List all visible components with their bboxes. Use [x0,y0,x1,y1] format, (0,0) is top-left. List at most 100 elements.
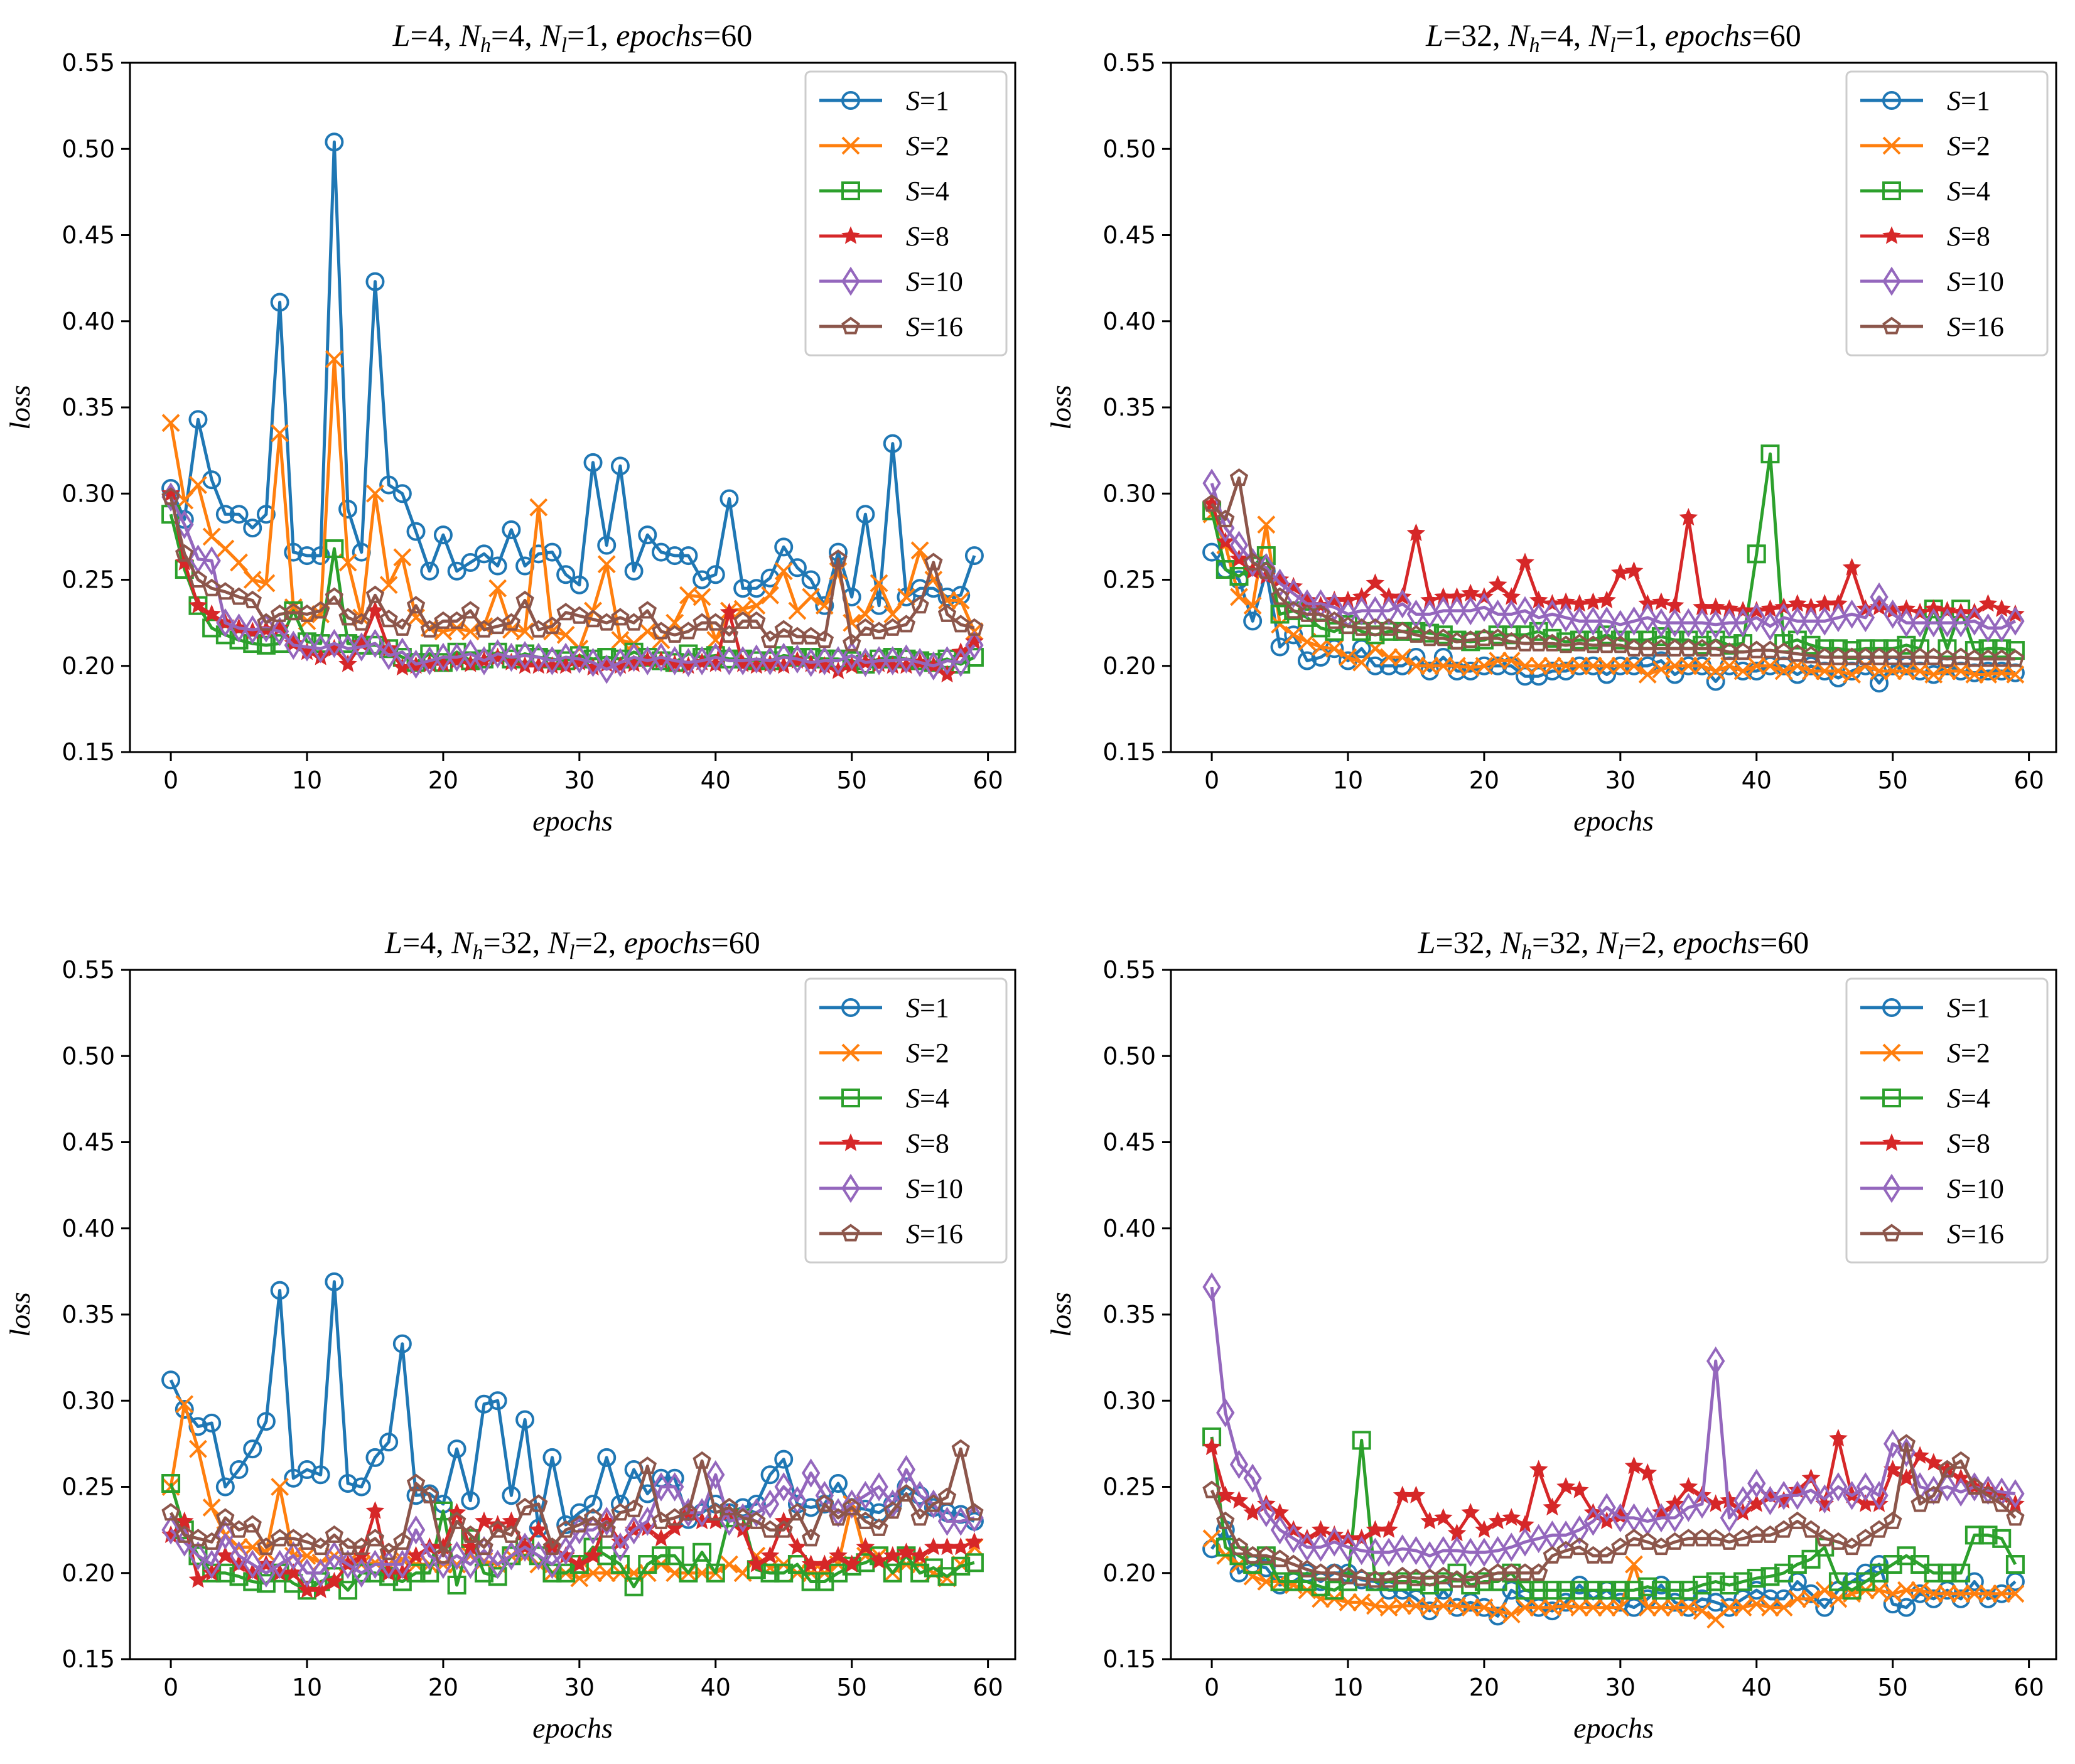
data-point [1924,1584,1943,1603]
data-point [2006,1584,2025,1603]
data-point [365,272,385,291]
data-point [1284,601,1303,619]
data-point [733,579,753,598]
data-point [175,1525,194,1543]
data-point [1352,596,1371,626]
data-point [1352,1431,1371,1450]
data-point [1475,1537,1494,1568]
data-point [1679,508,1698,526]
data-point [883,646,902,675]
data-point [529,1494,548,1512]
data-point [1938,1460,1957,1478]
data-point [1911,662,1929,680]
data-point [366,484,384,503]
data-point [1693,657,1711,675]
data-point [475,544,493,564]
data-point [271,1478,289,1496]
y-tick-label: 0.25 [1102,566,1156,594]
data-point [1842,557,1862,576]
data-point [230,553,248,572]
data-point [243,590,262,608]
data-point [229,1541,249,1571]
data-point [1229,1449,1249,1480]
data-point [1693,1575,1711,1595]
data-point [1434,1566,1453,1584]
data-point [1379,618,1398,636]
data-point [802,588,821,606]
data-point [1679,1476,1698,1495]
data-point [1720,608,1739,638]
y-tick-label: 0.45 [62,1129,115,1156]
y-tick-label: 0.55 [1102,956,1156,984]
data-point [475,1537,493,1556]
data-point [1679,1581,1698,1600]
legend-marker [1882,136,1901,155]
data-point [570,1554,589,1573]
data-point [1638,1577,1657,1596]
data-point [298,632,316,662]
data-point [1475,657,1494,675]
data-point [1897,662,1916,680]
x-tick-label: 40 [701,766,731,794]
data-point [937,604,957,622]
data-point [897,1542,916,1561]
x-tick-label: 10 [292,1674,322,1701]
data-point [298,1532,316,1550]
data-point [1284,579,1303,608]
data-point [1352,653,1371,672]
data-point [502,1486,521,1505]
data-point [1543,657,1561,675]
data-point [1951,608,1970,638]
data-point [1216,1511,1235,1529]
data-point [583,1508,603,1526]
data-point [1924,665,1943,684]
data-point [951,591,970,610]
data-point [1284,1554,1303,1573]
legend-marker [841,1133,860,1151]
data-point [897,587,916,606]
y-axis-label: loss [1045,1292,1077,1337]
data-point [870,1551,888,1569]
data-point [1720,657,1738,675]
data-point [1638,1463,1657,1482]
data-point [1284,1572,1303,1591]
data-point [1502,632,1521,650]
data-point [161,414,180,433]
chart-title: L=4, Nh=32, Nl=2, epochs=60 [384,925,760,964]
series-S=16 [1202,468,2025,667]
data-point [1516,667,1534,686]
data-point [965,1503,984,1521]
data-point [379,1433,399,1452]
data-point [256,505,276,524]
series-S=2 [1202,1529,2025,1629]
data-point [965,1532,984,1551]
data-point [1352,1535,1371,1566]
data-point [1611,1503,1630,1533]
data-point [910,1563,930,1583]
data-point [652,1472,671,1502]
data-point [1666,657,1684,675]
data-point [175,510,194,539]
x-tick-label: 30 [1605,1674,1636,1701]
data-point [1760,1567,1780,1586]
data-point [1693,1601,1711,1620]
series-S=8 [161,1501,984,1598]
data-point [1938,639,1957,659]
data-point [1393,1566,1412,1584]
data-point [1311,648,1330,667]
data-point [1583,1507,1603,1536]
data-point [475,1394,493,1414]
y-tick-label: 0.40 [1102,308,1156,335]
data-point [202,1413,222,1433]
data-point [1516,552,1534,571]
data-point [556,642,575,672]
data-point [910,1508,929,1526]
data-point [1706,1529,1725,1547]
data-point [883,1501,902,1519]
y-tick-label: 0.20 [62,1559,115,1587]
legend-marker [1882,1133,1901,1151]
data-point [529,498,548,517]
data-point [1583,606,1603,636]
data-point [1270,1572,1290,1591]
legend-label: S=8 [906,1128,949,1159]
